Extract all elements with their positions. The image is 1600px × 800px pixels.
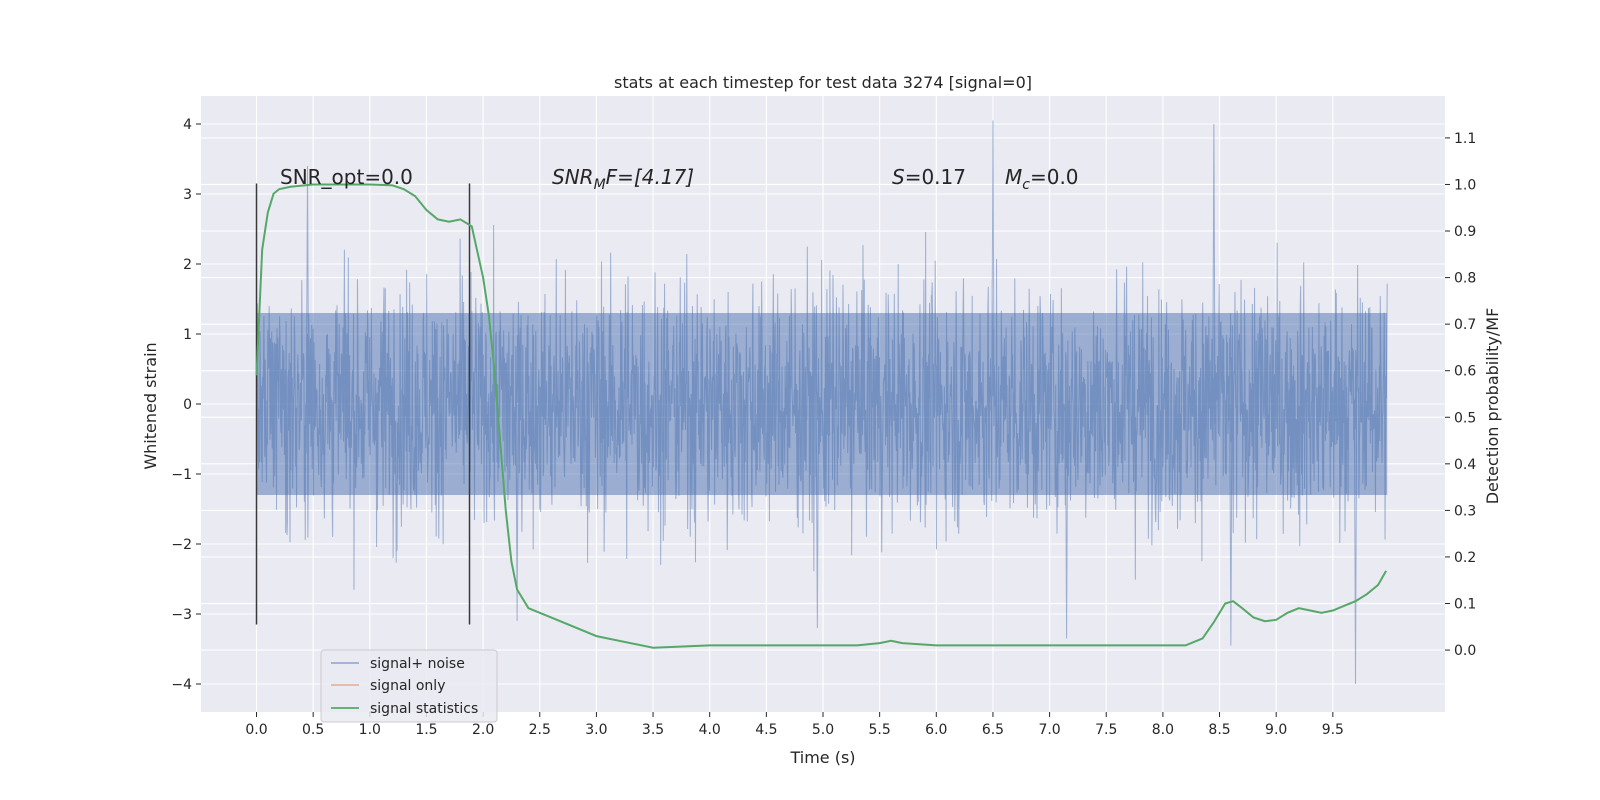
annotation-snr-opt: SNR_opt=0.0 <box>280 165 413 189</box>
x-tick-label: 3.0 <box>585 722 607 738</box>
y2-tick-label: 0.6 <box>1454 364 1476 380</box>
y-tick-label: 0 <box>183 397 192 413</box>
x-tick-label: 6.5 <box>982 722 1004 738</box>
x-tick-label: 8.0 <box>1152 722 1174 738</box>
mc-sub: c <box>1022 177 1030 193</box>
mc-label: M <box>1005 165 1022 189</box>
mc-value: =0.0 <box>1030 165 1079 189</box>
window-lines <box>255 183 471 625</box>
noise-series <box>256 120 1388 685</box>
x-tick-label: 2.0 <box>472 722 494 738</box>
x-tick-label: 9.0 <box>1265 722 1287 738</box>
s-label: S <box>892 165 905 189</box>
legend-label-signal-only: signal only <box>370 678 445 694</box>
x-axis-label: Time (s) <box>789 748 855 767</box>
x-tick-label: 5.5 <box>869 722 891 738</box>
y-tick-label: 2 <box>183 257 192 273</box>
y-tick-label: 4 <box>183 117 192 133</box>
x-tick-label: 1.5 <box>415 722 437 738</box>
snr-mf-sub: M <box>594 177 606 193</box>
x-axis: 0.0 0.5 1.0 1.5 2.0 2.5 3.0 3.5 4.0 4.5 5.0 5.5 6.0 6… <box>245 712 1344 738</box>
snr-mf-prefix: SNR <box>552 165 594 189</box>
s-value: =0.17 <box>905 165 966 189</box>
y2-tick-label: 0.9 <box>1454 224 1476 240</box>
y2-tick-label: 0.3 <box>1454 503 1476 519</box>
x-tick-label: 6.0 <box>925 722 947 738</box>
y-tick-label: −4 <box>171 677 192 693</box>
legend-label-noise: signal+ noise <box>370 656 465 672</box>
y2-tick-label: 0.1 <box>1454 597 1476 613</box>
legend-label-statistics: signal statistics <box>370 701 478 717</box>
x-tick-label: 0.0 <box>245 722 267 738</box>
x-tick-label: 4.0 <box>699 722 721 738</box>
y2-axis-label: Detection probability/MF <box>1483 308 1502 505</box>
y-tick-label: −1 <box>171 467 192 483</box>
x-tick-label: 3.5 <box>642 722 664 738</box>
annotation-s: S=0.17 <box>892 165 966 189</box>
y-axis-right: 0.0 0.1 0.2 0.3 0.4 0.5 0.6 0.7 0.8 0.9 1.0 1.1 <box>1445 131 1476 659</box>
y2-tick-label: 1.0 <box>1454 177 1476 193</box>
x-tick-label: 7.0 <box>1038 722 1060 738</box>
y2-tick-label: 0.4 <box>1454 457 1476 473</box>
y-axis-label: Whitened strain <box>141 342 160 469</box>
x-tick-label: 8.5 <box>1208 722 1230 738</box>
y2-tick-label: 1.1 <box>1454 131 1476 147</box>
x-tick-label: 5.0 <box>812 722 834 738</box>
statistics-line <box>255 183 1387 649</box>
noise-trace <box>256 120 1388 685</box>
y2-tick-label: 0.8 <box>1454 271 1476 287</box>
snr-mf-suffix: F=[4.17] <box>606 165 694 189</box>
y-tick-label: −2 <box>171 537 192 553</box>
legend: signal+ noise signal only signal statist… <box>320 649 498 723</box>
x-tick-label: 4.5 <box>755 722 777 738</box>
x-tick-label: 7.5 <box>1095 722 1117 738</box>
annotation-mc: Mc=0.0 <box>1005 165 1079 193</box>
x-tick-label: 9.5 <box>1322 722 1344 738</box>
y-tick-label: 3 <box>183 187 192 203</box>
y-tick-label: −3 <box>171 607 192 623</box>
y-axis-left: −4 −3 −2 −1 0 1 2 3 4 <box>171 117 201 693</box>
y2-tick-label: 0.0 <box>1454 643 1476 659</box>
chart-title: stats at each timestep for test data 327… <box>614 73 1032 92</box>
y2-tick-label: 0.2 <box>1454 550 1476 566</box>
x-tick-label: 2.5 <box>529 722 551 738</box>
y2-tick-label: 0.5 <box>1454 410 1476 426</box>
x-tick-label: 1.0 <box>359 722 381 738</box>
y2-tick-label: 0.7 <box>1454 317 1476 333</box>
legend-box <box>320 649 498 723</box>
x-tick-label: 0.5 <box>302 722 324 738</box>
annotation-snr-mf: SNRMF=[4.17] <box>552 165 694 193</box>
y-tick-label: 1 <box>183 327 192 343</box>
